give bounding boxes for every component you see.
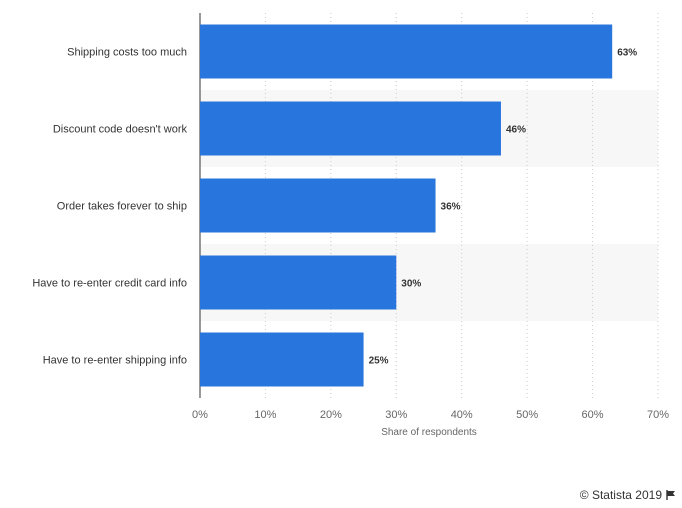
bar-value-label: 46% [506,125,526,136]
statista-credit[interactable]: © Statista 2019 [580,488,676,502]
x-tick-label: 40% [451,409,473,421]
category-label: Have to re-enter shipping info [43,355,187,367]
bar-value-label: 30% [401,279,421,290]
bar-value-label: 36% [441,202,461,213]
bar[interactable] [200,178,436,233]
category-label: Shipping costs too much [67,47,187,59]
category-label: Discount code doesn't work [53,124,188,136]
x-axis-title: Share of respondents [381,427,477,438]
category-label: Have to re-enter credit card info [32,278,187,290]
x-tick-label: 10% [254,409,276,421]
bar[interactable] [200,255,397,310]
x-tick-label: 0% [192,409,208,421]
category-label: Order takes forever to ship [57,201,187,213]
bar[interactable] [200,24,613,79]
x-tick-label: 60% [582,409,604,421]
x-tick-label: 20% [320,409,342,421]
bar-value-label: 63% [617,48,637,59]
x-tick-label: 70% [647,409,669,421]
bar[interactable] [200,101,501,156]
credit-text: © Statista 2019 [579,488,662,502]
x-tick-label: 50% [516,409,538,421]
flag-icon[interactable] [666,490,676,500]
x-tick-label: 30% [385,409,407,421]
bar-value-label: 25% [369,356,389,367]
bar[interactable] [200,332,364,387]
